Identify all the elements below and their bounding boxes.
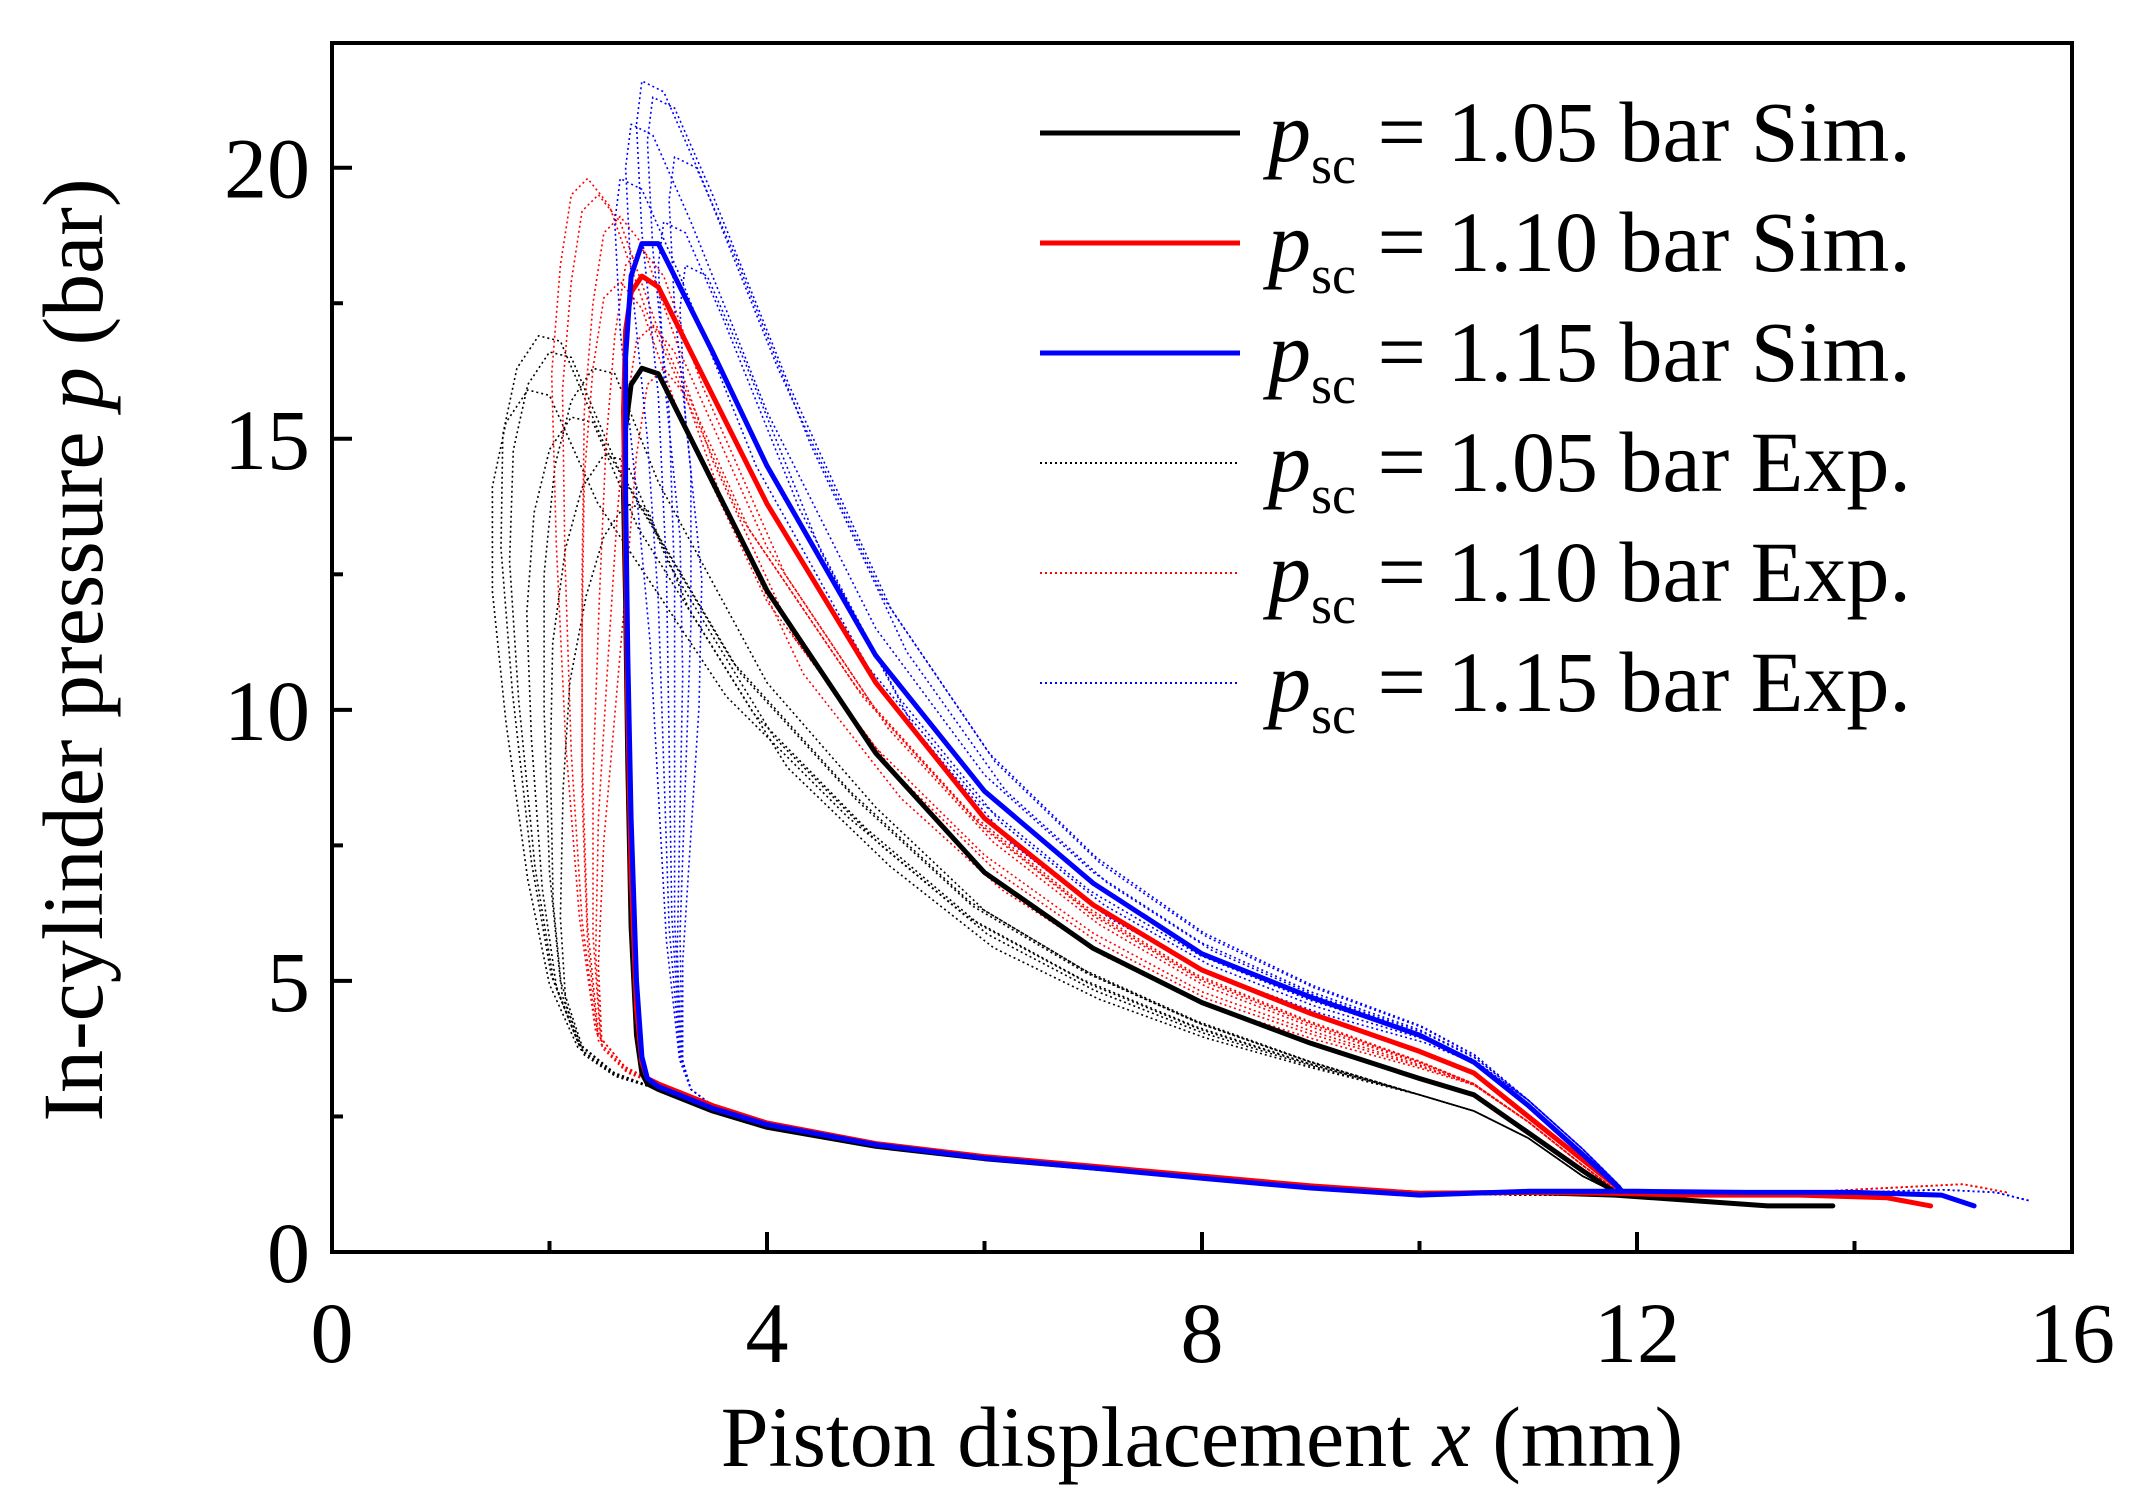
legend-item: psc = 1.10 bar Sim. <box>1040 194 1911 305</box>
x-tick-label: 16 <box>2029 1285 2115 1381</box>
y-tick-label: 20 <box>224 121 310 217</box>
series-line <box>594 324 2007 1196</box>
series-line <box>561 194 2007 1196</box>
x-axis-title: Piston displacement x (mm) <box>721 1389 1684 1485</box>
x-axis: 0 4 8 12 16 <box>311 1232 2115 1381</box>
x-tick-label: 12 <box>1594 1285 1680 1381</box>
series-layer <box>491 80 2029 1209</box>
legend-label: psc = 1.10 bar Sim. <box>1262 194 1911 305</box>
y-axis: 0 5 10 15 20 <box>224 121 352 1301</box>
series-line <box>623 241 1977 1209</box>
y-tick-label: 15 <box>224 392 310 488</box>
legend-item: psc = 1.05 bar Sim. <box>1040 84 1911 195</box>
y-tick-label: 0 <box>267 1205 310 1301</box>
legend-item: psc = 1.05 bar Exp. <box>1040 414 1911 525</box>
legend-label: psc = 1.10 bar Exp. <box>1262 524 1911 635</box>
legend-item: psc = 1.15 bar Exp. <box>1040 634 1911 745</box>
legend-label: psc = 1.05 bar Sim. <box>1262 84 1911 195</box>
x-tick-label: 4 <box>746 1285 789 1381</box>
series-5 <box>550 177 2007 1196</box>
y-tick-label: 10 <box>224 663 310 759</box>
x-tick-label: 8 <box>1181 1285 1224 1381</box>
legend: psc = 1.05 bar Sim.psc = 1.10 bar Sim.ps… <box>1040 84 1911 745</box>
legend-label: psc = 1.15 bar Exp. <box>1262 634 1911 745</box>
legend-item: psc = 1.15 bar Sim. <box>1040 304 1911 415</box>
series-line <box>581 215 2007 1196</box>
y-tick-label: 5 <box>267 934 310 1030</box>
legend-item: psc = 1.10 bar Exp. <box>1040 524 1911 635</box>
series-3 <box>623 241 1977 1209</box>
x-tick-label: 0 <box>311 1285 354 1381</box>
legend-label: psc = 1.05 bar Exp. <box>1262 414 1911 525</box>
y-axis-title: In-cylinder pressure p (bar) <box>25 178 121 1121</box>
series-line <box>581 280 2007 1196</box>
legend-label: psc = 1.15 bar Sim. <box>1262 304 1911 415</box>
